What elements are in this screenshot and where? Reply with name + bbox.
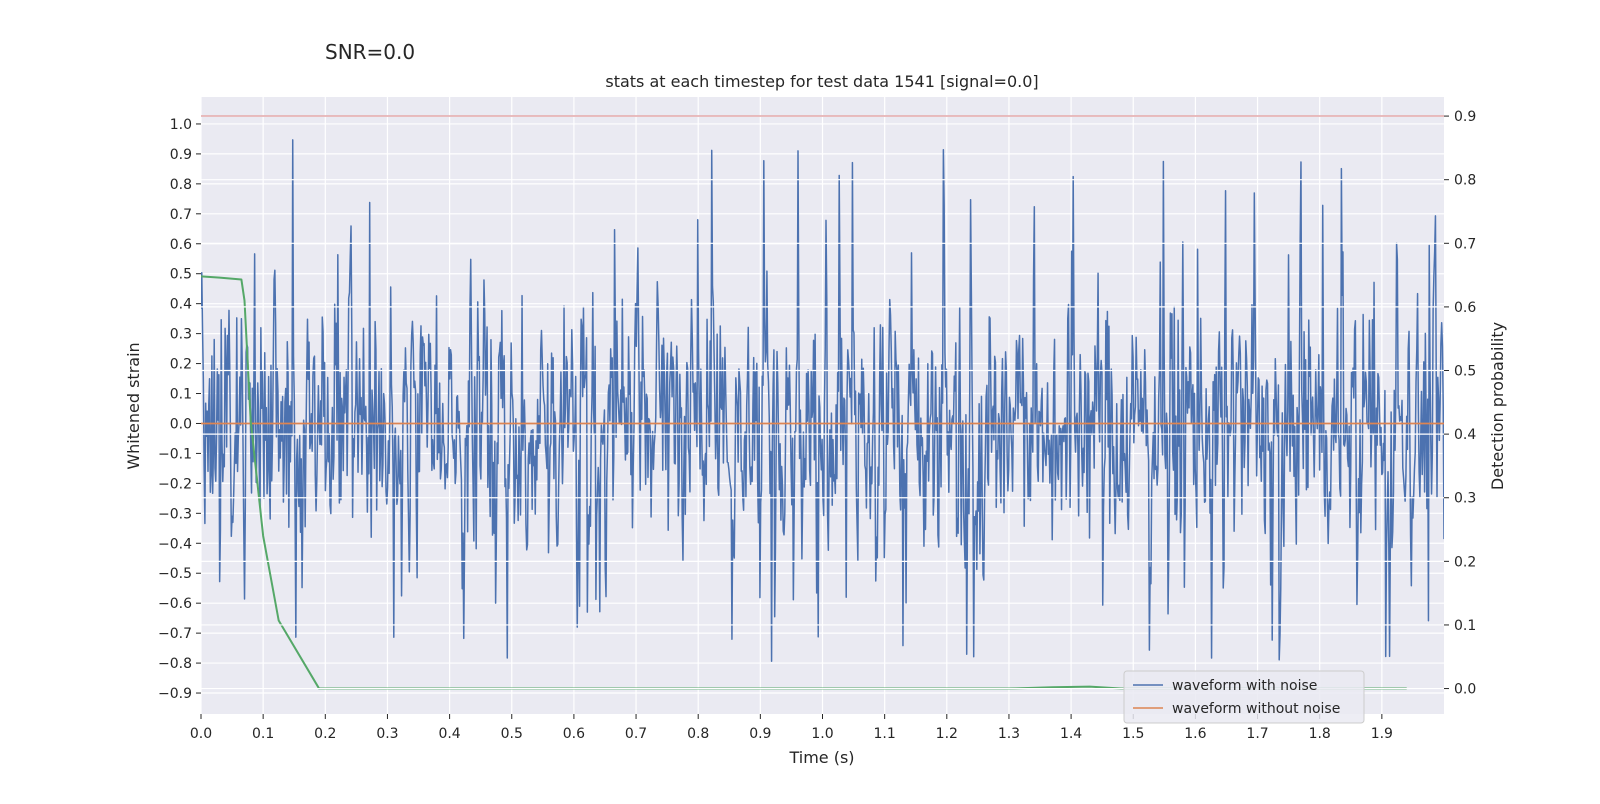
- y-tick-label-left: 0.5: [170, 267, 192, 283]
- y-tick-label-right: 0.6: [1454, 300, 1476, 316]
- y-tick-label-right: 0.4: [1454, 427, 1476, 443]
- x-tick-label: 0.0: [190, 726, 212, 742]
- y-tick-label-left: 0.3: [170, 327, 192, 343]
- legend-label-noise: waveform with noise: [1172, 678, 1317, 694]
- x-tick-label: 0.3: [376, 726, 398, 742]
- y-tick-label-left: 0.8: [170, 177, 192, 193]
- grid-lines: [200, 97, 1444, 714]
- y-tick-label-left: 0.1: [170, 387, 192, 403]
- y-tick-label-left: −0.2: [158, 476, 192, 492]
- y-tick-label-left: −0.3: [158, 506, 192, 522]
- y-tick-label-right: 0.9: [1454, 109, 1476, 125]
- y-axis-label-right: Detection probability: [1488, 322, 1507, 490]
- y-tick-label-left: −0.5: [158, 566, 192, 582]
- x-tick-label: 1.5: [1122, 726, 1144, 742]
- x-tick-label: 1.1: [874, 726, 896, 742]
- x-axis-label: Time (s): [788, 748, 854, 767]
- y-tick-label-left: −0.4: [158, 536, 192, 552]
- y-tick-label-right: 0.7: [1454, 236, 1476, 252]
- x-tick-label: 0.4: [438, 726, 460, 742]
- y-tick-label-right: 0.5: [1454, 364, 1476, 380]
- y-axis-label-left: Whitened strain: [124, 342, 143, 469]
- y-tick-label-left: 0.9: [170, 147, 192, 163]
- y-tick-label-right: 0.8: [1454, 173, 1476, 189]
- x-tick-label: 1.3: [998, 726, 1020, 742]
- y-tick-label-left: 1.0: [170, 117, 192, 133]
- y-tick-label-right: 0.3: [1454, 491, 1476, 507]
- x-tick-label: 0.9: [749, 726, 771, 742]
- x-tick-label: 1.6: [1184, 726, 1206, 742]
- x-tick-label: 0.2: [314, 726, 336, 742]
- x-tick-label: 0.6: [563, 726, 585, 742]
- y-tick-label-left: 0.0: [170, 416, 192, 432]
- legend-box: [1123, 670, 1365, 724]
- x-tick-label: 0.1: [252, 726, 274, 742]
- series-waveform-with-noise: [201, 139, 1444, 663]
- y-tick-label-left: 0.7: [170, 207, 192, 223]
- x-tick-label: 0.7: [625, 726, 647, 742]
- x-tick-label: 1.4: [1060, 726, 1082, 742]
- legend-label-clean: waveform without noise: [1172, 701, 1340, 717]
- tick-labels: 0.0 0.1 0.2 0.3 0.4 0.5 0.6 0.7 0.8 0.9 1.0 1.1 1.2 1…: [158, 109, 1476, 742]
- y-tick-label-left: 0.6: [170, 237, 192, 253]
- x-tick-label: 1.2: [936, 726, 958, 742]
- figure-suptitle: SNR=0.0: [325, 40, 416, 64]
- x-tick-label: 0.5: [501, 726, 523, 742]
- y-tick-label-left: 0.4: [170, 297, 192, 313]
- y-tick-label-left: −0.1: [158, 446, 192, 462]
- right-grid-lines: [201, 115, 1444, 690]
- y-tick-label-right: 0.2: [1454, 554, 1476, 570]
- x-tick-label: 1.8: [1309, 726, 1331, 742]
- y-tick-label-left: 0.2: [170, 357, 192, 373]
- legend: waveform with noise waveform without noi…: [1123, 670, 1365, 724]
- y-tick-label-left: −0.9: [158, 686, 192, 702]
- y-tick-label-right: 0.0: [1454, 682, 1476, 698]
- x-tick-label: 0.8: [687, 726, 709, 742]
- x-tick-label: 1.0: [811, 726, 833, 742]
- x-tick-label: 1.7: [1246, 726, 1268, 742]
- y-tick-label-left: −0.6: [158, 596, 192, 612]
- y-tick-label-right: 0.1: [1454, 618, 1476, 634]
- chart-title: stats at each timestep for test data 154…: [605, 72, 1038, 91]
- y-tick-label-left: −0.7: [158, 626, 192, 642]
- y-tick-label-left: −0.8: [158, 656, 192, 672]
- x-tick-label: 1.9: [1371, 726, 1393, 742]
